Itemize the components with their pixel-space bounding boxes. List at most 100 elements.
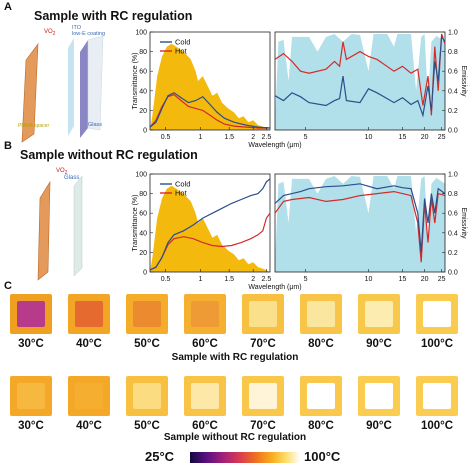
right-ytick-label: 0.8 [448, 191, 458, 198]
atmospheric-window-area [275, 176, 445, 272]
right-xtick-label: 5 [304, 134, 308, 141]
solar-spectrum-area [150, 185, 270, 272]
cold-transmittance-line [149, 92, 271, 129]
left-xtick-label: 0.5 [161, 276, 171, 283]
thermal-image [416, 376, 458, 416]
left-ytick-label: 0 [143, 128, 147, 135]
panel-a-spectra: 0 20 40 60 80 100 0.0 0.2 0.4 0.6 0.8 1.0 0.5 1 1.5 2 2.… [132, 30, 467, 150]
left-ytick-label: 60 [139, 211, 147, 218]
right-ytick-label: 0.4 [448, 88, 458, 95]
left-ytick-label: 40 [139, 88, 147, 95]
thermal-image [300, 294, 342, 334]
left-ytick-label: 80 [139, 191, 147, 198]
left-xtick-label: 1 [198, 134, 202, 141]
thermal-image-center [307, 383, 335, 409]
colorbar-max-label: 100°C [304, 449, 341, 464]
thermal-image [184, 376, 226, 416]
thermal-image [126, 376, 168, 416]
temperature-label: 30°C [18, 338, 44, 350]
thermal-image-center [423, 383, 451, 409]
row1-caption: Sample with RC regulation [171, 352, 299, 363]
cold-transmittance-line [149, 178, 271, 271]
right-xtick-label: 15 [399, 134, 407, 141]
legend-cold-label: Cold [175, 180, 190, 189]
thermal-image [68, 294, 110, 334]
left-ytick-label: 40 [139, 230, 147, 237]
sample-a-illustration [21, 35, 104, 143]
thermal-image [10, 294, 52, 334]
temperature-label: 80°C [308, 338, 334, 350]
left-ytick-label: 20 [139, 250, 147, 257]
legend-hot-label: Hot [175, 189, 188, 198]
temperature-label: 70°C [250, 338, 276, 350]
thermal-image [358, 294, 400, 334]
thermal-image-center [365, 301, 393, 327]
thermal-image-center [307, 301, 335, 327]
thermal-image [68, 376, 110, 416]
right-xtick-label: 25 [438, 134, 446, 141]
left-xtick-label: 2.5 [262, 134, 272, 141]
temperature-label: 60°C [192, 420, 218, 432]
left-ytick-label: 20 [139, 108, 147, 115]
right-xtick-label: 15 [399, 276, 407, 283]
panel-b-title: Sample without RC regulation [20, 148, 198, 162]
hot-emissivity-line [274, 190, 446, 263]
temperature-label: 30°C [18, 420, 44, 432]
right-xtick-label: 5 [304, 276, 308, 283]
thermal-image [242, 376, 284, 416]
right-ytick-label: 0.8 [448, 49, 458, 56]
thermal-image-center [249, 383, 277, 409]
solar-spectrum-area [150, 43, 270, 130]
right-ytick-label: 0.2 [448, 250, 458, 257]
right-ytick-label: 0.0 [448, 270, 458, 277]
thermal-image-center [249, 301, 277, 327]
temperature-label: 50°C [134, 420, 160, 432]
thermal-image-center [191, 301, 219, 327]
thermal-image-center [133, 383, 161, 409]
temperature-label: 40°C [76, 420, 102, 432]
thermal-image-center [191, 383, 219, 409]
thermal-image-center [17, 301, 45, 327]
panel-b-letter: B [4, 140, 12, 152]
colorbar-min-label: 25°C [145, 449, 175, 464]
pmma-label-a: PMMA spacer [18, 123, 50, 129]
left-xtick-label: 0.5 [161, 134, 171, 141]
thermal-image [126, 294, 168, 334]
left-ytick-label: 60 [139, 69, 147, 76]
temperature-label: 90°C [366, 338, 392, 350]
panel-c-letter: C [4, 280, 12, 292]
thermal-image [358, 376, 400, 416]
temperature-label: 50°C [134, 338, 160, 350]
cold-emissivity-line [274, 183, 446, 253]
right-ylabel: Emissivity [460, 65, 467, 97]
temperature-label: 80°C [308, 420, 334, 432]
left-ylabel: Transmittance (%) [132, 195, 139, 252]
thermal-image [184, 294, 226, 334]
row2-caption: Sample without RC regulation [163, 432, 307, 443]
thermal-image [300, 376, 342, 416]
left-xtick-label: 1.5 [224, 276, 234, 283]
legend-hot-label: Hot [175, 47, 188, 56]
x-axis-label: Wavelength (μm) [248, 284, 301, 291]
panel-a-title: Sample with RC regulation [34, 9, 193, 23]
x-axis-label: Wavelength (μm) [248, 142, 301, 149]
thermal-image [242, 294, 284, 334]
right-xtick-label: 20 [421, 276, 429, 283]
right-ytick-label: 1.0 [448, 30, 458, 37]
sample-b-illustration [37, 175, 83, 281]
temperature-label: 100°C [420, 420, 454, 432]
right-plot-frame [274, 173, 446, 273]
temperature-label: 100°C [420, 338, 454, 350]
right-plot-frame [274, 31, 446, 131]
vo2-label-a: VO2 [44, 29, 56, 38]
right-ytick-label: 1.0 [448, 172, 458, 179]
left-ytick-label: 80 [139, 49, 147, 56]
thermal-image-center [423, 301, 451, 327]
temperature-label: 90°C [366, 420, 392, 432]
right-ytick-label: 0.6 [448, 211, 458, 218]
panel-b-spectra: 0 20 40 60 80 100 0.0 0.2 0.4 0.6 0.8 1.0 0.5 1 1.5 2 2.… [132, 172, 467, 292]
thermal-image-center [17, 383, 45, 409]
thermal-image [10, 376, 52, 416]
ito-label-a: ITO low-E coating [72, 25, 106, 37]
left-ytick-label: 100 [135, 30, 147, 37]
